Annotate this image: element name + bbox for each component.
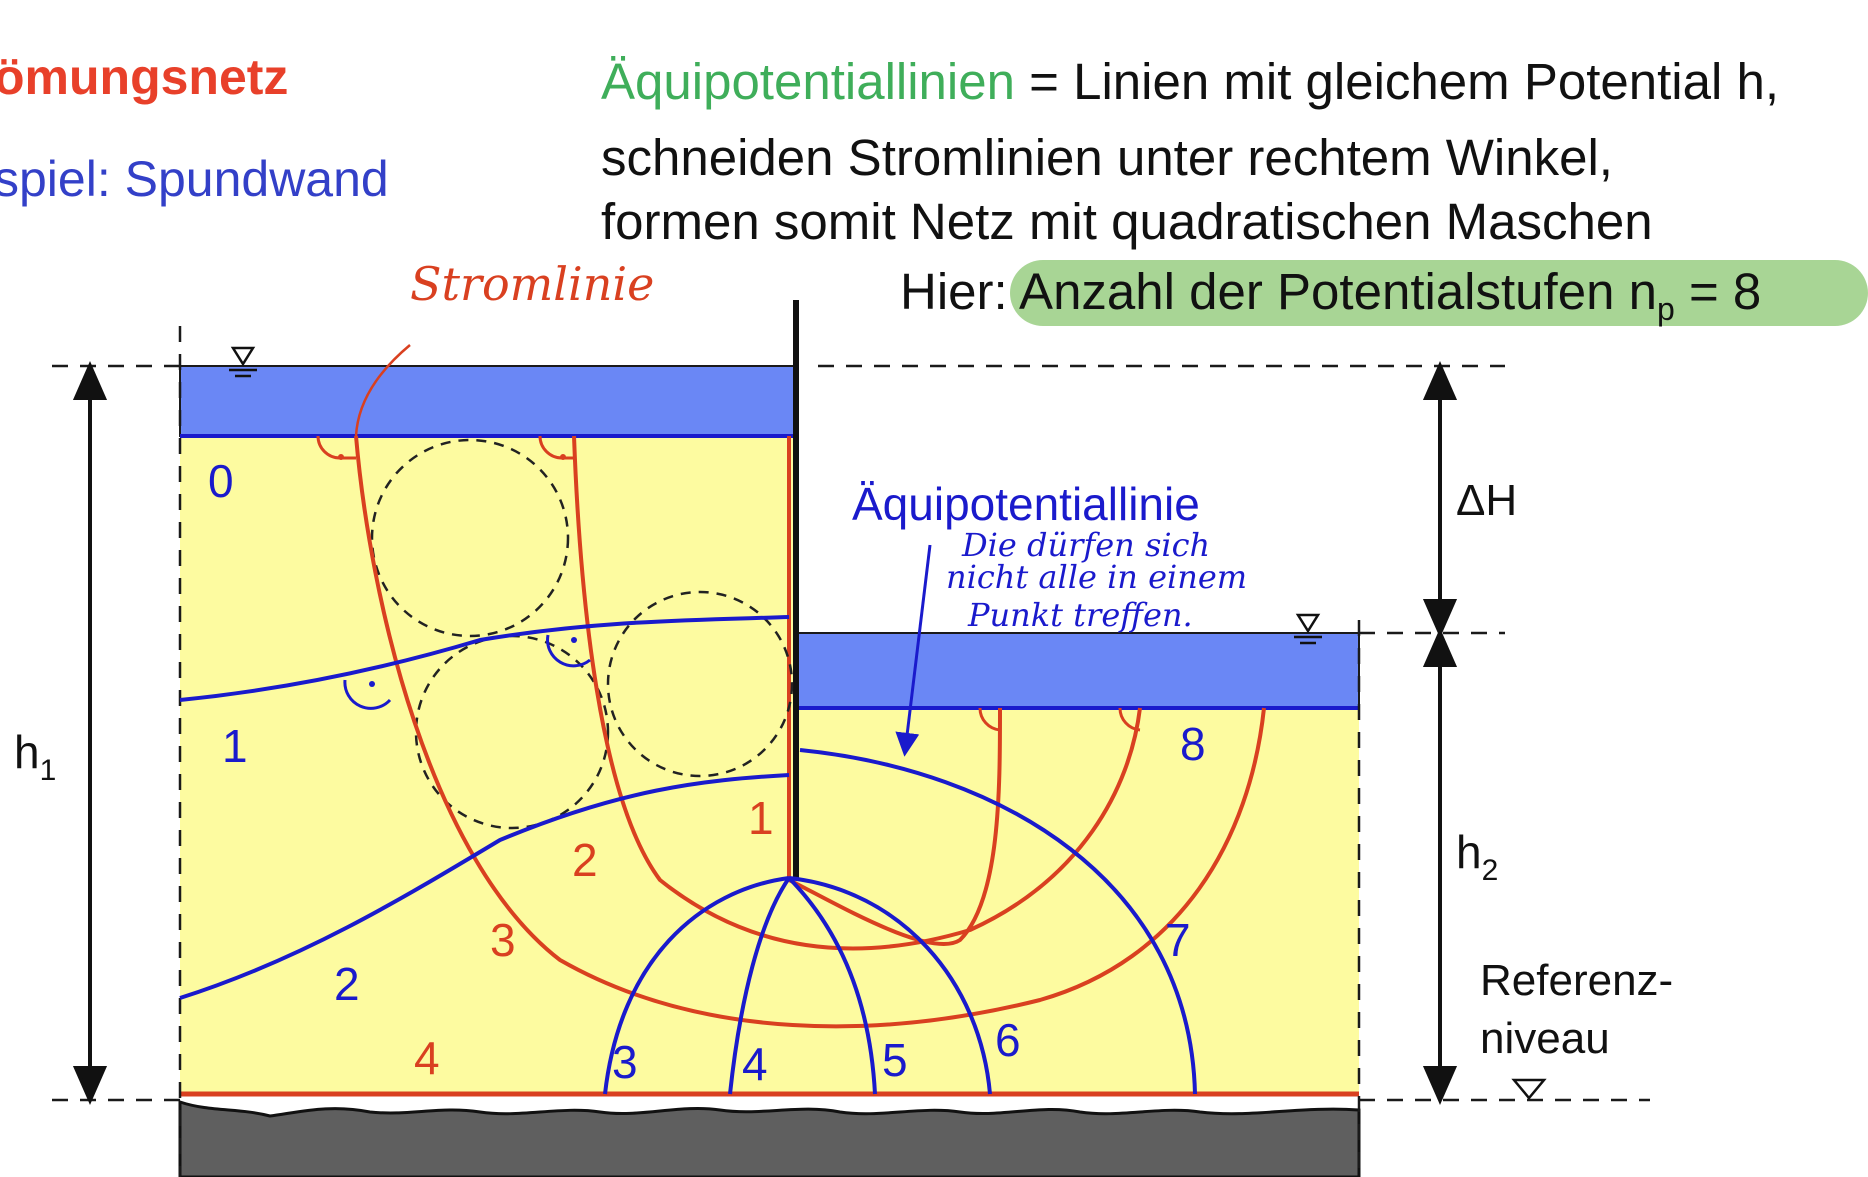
h1-label: h1 <box>14 726 56 787</box>
h2-label: h2 <box>1456 826 1498 887</box>
streamline-3 <box>354 435 1266 1029</box>
equipotential-pointer-arrow <box>895 544 932 757</box>
soil-left <box>180 436 796 1094</box>
water-downstream <box>795 632 1360 709</box>
reference-level-symbol <box>1511 1078 1547 1100</box>
page-subtitle: spiel: Spundwand <box>0 151 389 207</box>
soil-right <box>796 708 1359 1094</box>
definition-term: Äquipotentiallinien <box>601 53 1015 110</box>
streamline-2 <box>572 435 1142 951</box>
equipotential-number: 3 <box>612 1036 638 1088</box>
handwritten-note-line2: nicht alle in einem <box>946 558 1247 596</box>
equipotential-number: 2 <box>334 958 360 1010</box>
equipotential-number: 6 <box>995 1014 1021 1066</box>
bedrock <box>178 1099 1361 1177</box>
potential-steps-statement: Hier: Anzahl der Potentialstufen np = 8 <box>900 262 1761 328</box>
handwritten-note-line3: Punkt treffen. <box>967 596 1193 634</box>
streamline-number: 1 <box>748 792 774 844</box>
handwritten-stromlinie: Stromlinie <box>410 257 654 311</box>
definition-line1-rest: = Linien mit gleichem Potential h, <box>1014 53 1779 110</box>
equipotential-4 <box>728 876 791 1095</box>
streamline-number: 4 <box>414 1032 440 1084</box>
equipotential-number: 7 <box>1165 914 1191 966</box>
definition-line-3: formen somit Netz mit quadratischen Masc… <box>601 193 1653 250</box>
equipotential-number: 0 <box>208 455 234 507</box>
equipotential-callout: Äquipotentiallinie <box>852 478 1200 530</box>
equipotential-number: 8 <box>1180 718 1206 770</box>
equipotential-number: 4 <box>742 1038 768 1090</box>
equipotential-3 <box>603 876 790 1095</box>
streamline-1 <box>788 707 1002 947</box>
equipotential-7 <box>799 748 1197 1095</box>
water-level-symbol <box>229 346 257 378</box>
hier-text: Anzahl der Potentialstufen n <box>1019 263 1657 320</box>
page-title: ömungsnetz <box>0 49 289 105</box>
equipotential-6 <box>788 876 992 1095</box>
hier-subscript: p <box>1656 291 1675 328</box>
streamline-number: 3 <box>490 914 516 966</box>
water-upstream <box>179 365 797 437</box>
equipotential-5 <box>787 876 877 1095</box>
reference-level-line2: niveau <box>1480 1014 1610 1063</box>
equipotential-number: 1 <box>222 720 248 772</box>
definition-line-2: schneiden Stromlinien unter rechtem Wink… <box>601 129 1613 186</box>
delta-h-label: ΔH <box>1456 476 1517 525</box>
equipotential-1 <box>179 615 790 702</box>
definition-line-1: Äquipotentiallinien = Linien mit gleiche… <box>601 52 1779 111</box>
streamline-number: 2 <box>572 834 598 886</box>
hier-suffix: = 8 <box>1674 263 1762 320</box>
hier-prefix: Hier: <box>900 263 1020 320</box>
equipotential-number: 5 <box>882 1034 908 1086</box>
equipotential-2 <box>179 773 790 1000</box>
highlight-marker <box>1010 260 1868 326</box>
handwritten-note-line1: Die dürfen sich <box>961 526 1210 564</box>
reference-level-line1: Referenz- <box>1480 956 1673 1005</box>
water-level-symbol <box>1294 613 1322 645</box>
stromlinie-handdrawn <box>354 344 411 437</box>
